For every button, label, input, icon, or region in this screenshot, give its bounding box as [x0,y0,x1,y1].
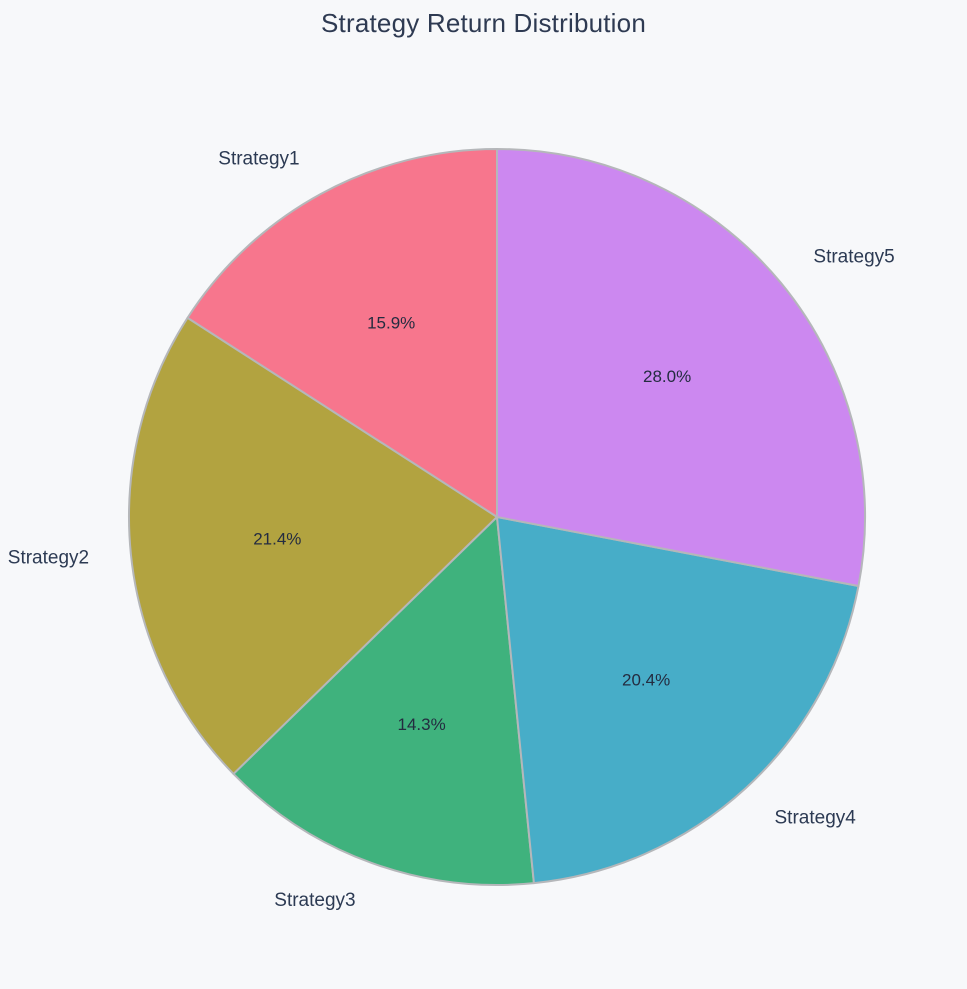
pie-slice-strategy4[interactable] [496,516,860,885]
slice-label-strategy5: Strategy5 [813,246,894,267]
percent-label-strategy4: 20.4% [622,670,670,689]
pie-slice-strategy1[interactable] [186,148,498,518]
pie-slice-strategy3[interactable] [232,516,535,886]
pie-slice-strategy5[interactable] [496,148,866,587]
percent-label-strategy3: 14.3% [397,715,445,734]
pie-slices [128,148,866,886]
slice-label-strategy1: Strategy1 [218,148,299,169]
slice-label-strategy2: Strategy2 [8,547,89,568]
percent-label-strategy5: 28.0% [643,367,691,386]
chart-title: Strategy Return Distribution [321,8,646,38]
pie-slice-strategy2[interactable] [128,316,498,775]
slice-label-strategy3: Strategy3 [274,890,355,911]
pie-labels: 15.9% Strategy1 21.4% Strategy2 14.3% Strateg… [8,148,895,911]
slice-label-strategy4: Strategy4 [775,807,857,828]
percent-label-strategy2: 21.4% [253,530,301,549]
percent-label-strategy1: 15.9% [367,314,415,333]
